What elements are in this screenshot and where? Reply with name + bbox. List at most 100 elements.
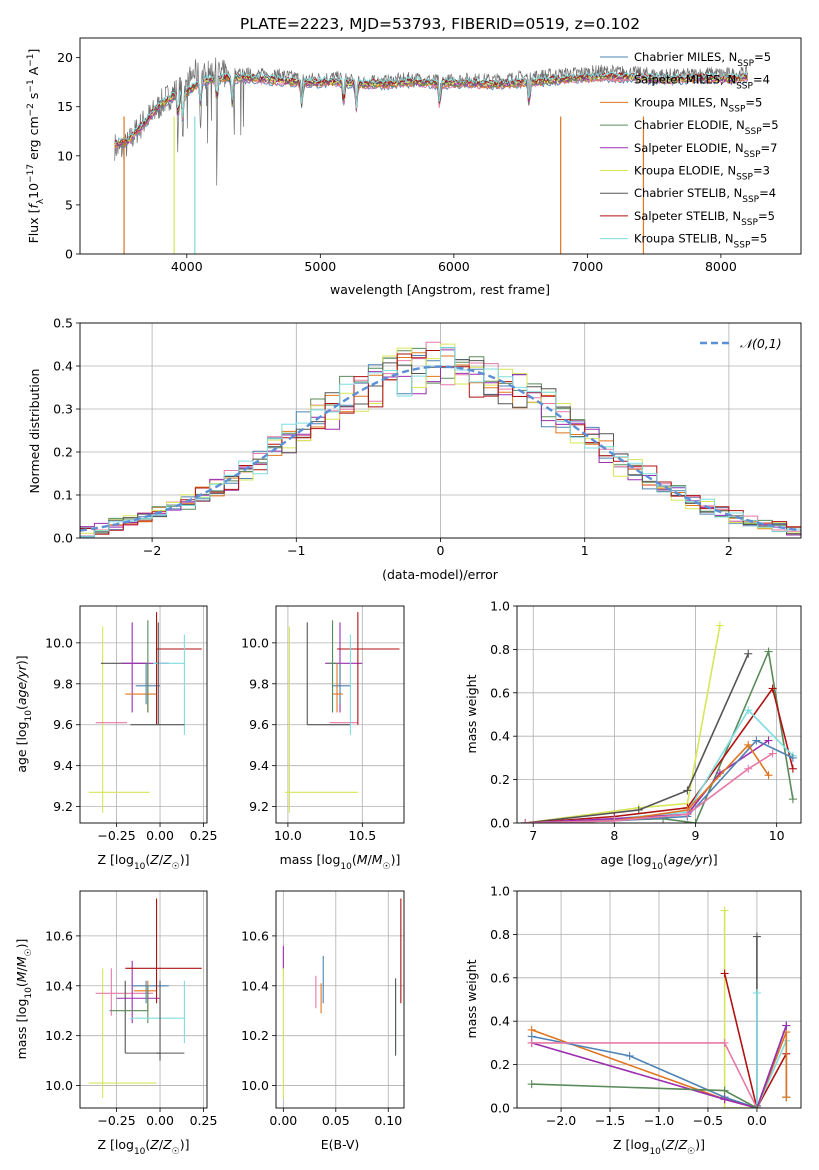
y-axis-label: mass weight [464, 674, 479, 753]
histogram-step [80, 346, 801, 537]
legend-label: Kroupa ELODIE, NSSP=3 [634, 164, 770, 183]
label-part: Z [149, 1137, 159, 1152]
x-tick-label: 0.05 [322, 1113, 350, 1128]
y-tick-label: 10.4 [45, 978, 73, 993]
label-part: mass [log [14, 999, 29, 1060]
y-tick-label: 10.0 [45, 635, 73, 650]
x-axis-label: Z [log10(Z/Z☉)] [613, 1137, 705, 1157]
label-part: age/yr [14, 664, 29, 705]
y-tick-label: 0 [65, 247, 73, 262]
label-part: ( [661, 1137, 666, 1152]
x-axis-label: wavelength [Angstrom, rest frame] [330, 282, 550, 297]
plot-area-mass_vs_ebv [282, 898, 402, 1099]
label-part: age [log [14, 721, 29, 772]
label-part: SSP [742, 195, 759, 205]
label-part: 10 [134, 1147, 146, 1157]
x-tick-label: −2 [143, 543, 161, 558]
label-part: mass [log [280, 852, 341, 867]
label-part: Z [162, 852, 172, 867]
label-part: =7 [761, 141, 778, 155]
series-line [756, 993, 788, 1108]
label-part: ( [14, 705, 29, 710]
x-tick-label: 8 [610, 828, 618, 843]
axes-frame [79, 605, 208, 824]
y-tick-label: 15 [57, 99, 73, 114]
x-tick-label: 0.0 [747, 1113, 767, 1128]
y-axis-label: mass weight [464, 959, 479, 1038]
y-tick-label: 9.2 [53, 799, 73, 814]
legend-label: Salpeter STELIB, NSSP=5 [634, 209, 775, 228]
y-tick-label: 0.3 [53, 402, 73, 417]
plot-area-mass_vs_Z [88, 898, 202, 1099]
x-axis-label: E(B-V) [321, 1137, 360, 1152]
label-part: =5 [762, 118, 779, 132]
y-tick-label: 10.4 [241, 978, 269, 993]
label-part: )] [180, 1137, 190, 1152]
axes-frame [79, 37, 802, 255]
label-part: ☉ [172, 1147, 180, 1157]
plot-area-massweight_vs_Z [527, 906, 791, 1108]
y-tick-label: 20 [57, 50, 73, 65]
x-tick-label: 5000 [304, 259, 336, 274]
label-part: / [14, 966, 29, 971]
plot-area-age_vs_Z [88, 612, 202, 813]
y-tick-label: 0.4 [490, 1014, 510, 1029]
label-part: Z [162, 1137, 172, 1152]
x-tick-label: 7000 [571, 259, 603, 274]
label-part: M [14, 956, 29, 967]
x-tick-label: 10.5 [348, 828, 376, 843]
label-part: M [357, 852, 368, 867]
label-part: =3 [753, 164, 770, 178]
model-spectrum-line [114, 77, 749, 149]
axes-frame [79, 322, 802, 539]
model-spectrum-line [114, 70, 749, 143]
series-line [531, 1025, 788, 1108]
x-tick-label: 0.00 [146, 828, 174, 843]
label-part: )] [708, 852, 718, 867]
series-line [525, 648, 794, 823]
y-tick-label: 9.4 [249, 758, 269, 773]
y-tick-label: 1.0 [490, 884, 510, 899]
y-tick-label: 0.4 [490, 729, 510, 744]
label-part: Z [log [97, 852, 133, 867]
label-part: SSP [729, 104, 746, 114]
label-part: SSP [736, 173, 753, 183]
label-part: −1 [26, 79, 36, 92]
axes-massweight_vs_age: 7 8 9 10 0.0 0.2 0.4 0.6 0.8 1.0 [490, 599, 802, 843]
y-tick-label: 10 [57, 148, 73, 163]
series-line [723, 973, 788, 1108]
axes-frame [516, 890, 802, 1109]
x-tick-label: −2.0 [546, 1113, 576, 1128]
label-part: ( [145, 852, 150, 867]
label-part: 10 [24, 710, 34, 722]
label-part: / [159, 852, 164, 867]
label-part: Chabrier ELODIE, N [634, 118, 745, 132]
label-part: age/yr [668, 852, 709, 867]
y-tick-label: 9.4 [53, 758, 73, 773]
label-part: Z [log [613, 1137, 649, 1152]
y-axis-label: mass [log10(M/M☉)] [14, 939, 34, 1060]
label-part: Kroupa ELODIE, N [634, 164, 736, 178]
label-part: =5 [758, 209, 775, 223]
x-axis-label: (data-model)/error [382, 567, 499, 582]
axes-age_vs_Z: −0.25 0.00 0.25 9.2 9.4 9.6 9.8 10.0 [45, 605, 217, 843]
plot-area-spectrum [114, 57, 749, 254]
label-part: SSP [744, 150, 761, 160]
label-part: =4 [753, 73, 770, 87]
x-tick-label: 1 [581, 543, 589, 558]
label-part: Chabrier STELIB, N [634, 186, 742, 200]
y-tick-label: 9.8 [53, 676, 73, 691]
y-tick-label: 10.0 [45, 1078, 73, 1093]
label-part: =5 [750, 232, 767, 246]
axes-frame [275, 605, 405, 824]
axes-age_vs_mass: 10.0 10.5 9.2 9.4 9.6 9.8 10.0 [241, 605, 405, 843]
y-tick-label: 0.0 [490, 816, 510, 831]
label-part: / [674, 1137, 679, 1152]
gaussian-curve [80, 365, 801, 532]
label-part: ] [26, 49, 41, 54]
y-axis-label: age [log10(age/yr)] [14, 655, 34, 772]
label-part: Salpeter STELIB, N [634, 209, 741, 223]
x-tick-label: 9 [692, 828, 700, 843]
y-tick-label: 10.6 [45, 928, 73, 943]
